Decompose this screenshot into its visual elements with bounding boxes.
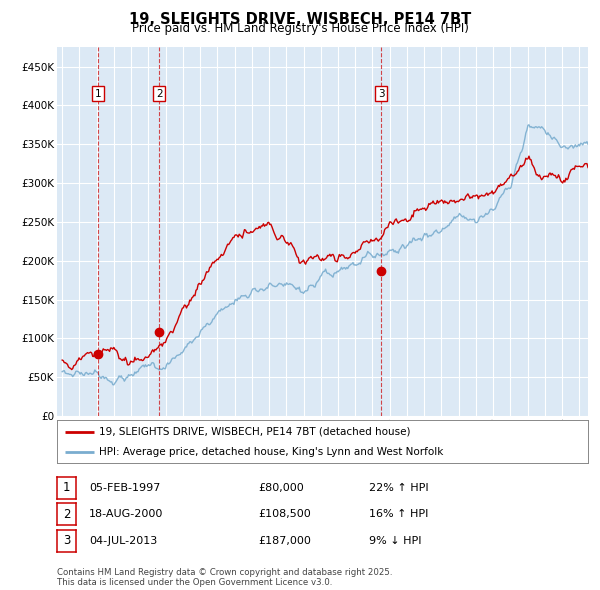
Text: 3: 3 [63, 534, 70, 548]
Text: £187,000: £187,000 [258, 536, 311, 546]
Text: 2: 2 [63, 507, 70, 521]
Text: 16% ↑ HPI: 16% ↑ HPI [369, 509, 428, 519]
Text: 2: 2 [156, 88, 163, 99]
Text: 18-AUG-2000: 18-AUG-2000 [89, 509, 163, 519]
Text: 22% ↑ HPI: 22% ↑ HPI [369, 483, 428, 493]
Text: £108,500: £108,500 [258, 509, 311, 519]
Text: 1: 1 [95, 88, 101, 99]
Text: 04-JUL-2013: 04-JUL-2013 [89, 536, 157, 546]
Text: 19, SLEIGHTS DRIVE, WISBECH, PE14 7BT (detached house): 19, SLEIGHTS DRIVE, WISBECH, PE14 7BT (d… [100, 427, 411, 437]
Text: 9% ↓ HPI: 9% ↓ HPI [369, 536, 421, 546]
Text: HPI: Average price, detached house, King's Lynn and West Norfolk: HPI: Average price, detached house, King… [100, 447, 444, 457]
Text: 1: 1 [63, 481, 70, 494]
Text: 19, SLEIGHTS DRIVE, WISBECH, PE14 7BT: 19, SLEIGHTS DRIVE, WISBECH, PE14 7BT [129, 12, 471, 27]
Text: Price paid vs. HM Land Registry's House Price Index (HPI): Price paid vs. HM Land Registry's House … [131, 22, 469, 35]
Text: £80,000: £80,000 [258, 483, 304, 493]
Text: 3: 3 [378, 88, 385, 99]
Text: Contains HM Land Registry data © Crown copyright and database right 2025.
This d: Contains HM Land Registry data © Crown c… [57, 568, 392, 587]
Text: 05-FEB-1997: 05-FEB-1997 [89, 483, 160, 493]
